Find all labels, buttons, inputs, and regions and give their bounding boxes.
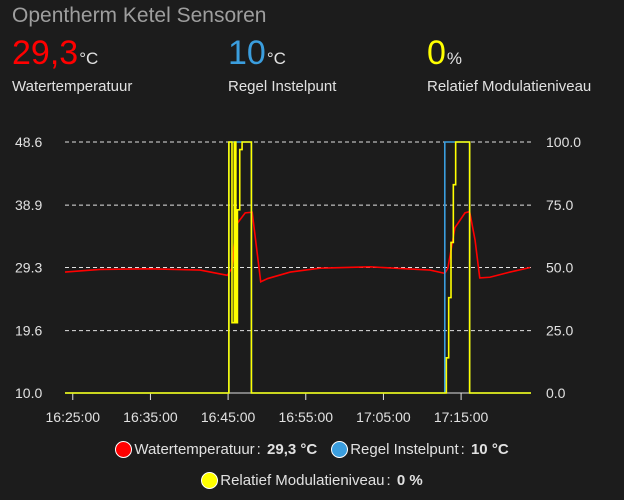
y-right-tick-label: 25.0 — [546, 322, 573, 338]
legend-item-modulatieniveau[interactable]: Relatief Modulatieniveau: 0 % — [201, 472, 423, 489]
legend-row-1: Watertemperatuur: 29,3 °C Regel Instelpu… — [0, 441, 624, 458]
legend-row-2: Relatief Modulatieniveau: 0 % — [0, 472, 624, 489]
sensor-modulatieniveau[interactable]: 0% Relatief Modulatieniveau — [427, 34, 591, 95]
sensor-regel-instelpunt[interactable]: 10°C Regel Instelpunt — [228, 34, 336, 95]
legend-dot-icon — [201, 472, 219, 489]
sensor-unit: °C — [266, 49, 286, 68]
y-right-tick-label: 100.0 — [546, 134, 581, 150]
y-right-tick-label: 75.0 — [546, 197, 573, 213]
sensor-unit: °C — [79, 49, 99, 68]
y-left-tick-label: 48.6 — [15, 134, 42, 150]
x-tick-label: 16:45:00 — [201, 409, 256, 425]
y-left-tick-label: 10.0 — [15, 385, 42, 401]
y-left-tick-label: 29.3 — [15, 260, 42, 276]
legend-label: Regel Instelpunt — [350, 441, 459, 458]
sensor-value: 0 — [427, 34, 446, 72]
legend-label: Relatief Modulatieniveau — [220, 472, 385, 489]
legend-item-watertemperatuur[interactable]: Watertemperatuur: 29,3 °C — [115, 441, 317, 458]
y-left-tick-label: 19.6 — [15, 323, 42, 339]
legend-dot-icon — [331, 441, 349, 458]
sensor-value: 29,3 — [12, 34, 79, 72]
x-tick-label: 16:55:00 — [279, 409, 334, 425]
legend-value: 10 °C — [470, 441, 509, 458]
y-left-tick-label: 38.9 — [15, 197, 42, 213]
x-tick-label: 17:15:00 — [434, 409, 489, 425]
series-line-relatief-modulatieniveau — [65, 141, 531, 394]
legend-item-regel-instelpunt[interactable]: Regel Instelpunt: 10 °C — [331, 441, 509, 458]
legend-value: 0 % — [396, 472, 423, 489]
legend-label: Watertemperatuur — [134, 441, 255, 458]
sensor-label: Watertemperatuur — [12, 78, 133, 95]
x-tick-label: 17:05:00 — [356, 409, 411, 425]
sensor-label: Relatief Modulatieniveau — [427, 78, 592, 95]
history-chart[interactable]: 10.0 19.6 29.3 38.9 48.6 0.0 25.0 50.0 75.0 100.0… — [0, 0, 624, 440]
y-right-tick-label: 0.0 — [546, 385, 566, 401]
x-tick-label: 16:35:00 — [123, 409, 178, 425]
sensor-label: Regel Instelpunt — [228, 78, 337, 95]
sensor-unit: % — [446, 49, 463, 68]
sensor-value: 10 — [228, 34, 266, 72]
sensor-watertemperatuur[interactable]: 29,3°C Watertemperatuur — [12, 34, 132, 95]
y-right-tick-label: 50.0 — [546, 260, 573, 276]
legend-value: 29,3 °C — [267, 441, 318, 458]
series-line-watertemperatuur — [64, 210, 531, 283]
legend-dot-icon — [115, 441, 133, 458]
card-title: Opentherm Ketel Sensoren — [12, 4, 267, 27]
x-tick-label: 16:25:00 — [46, 409, 101, 425]
